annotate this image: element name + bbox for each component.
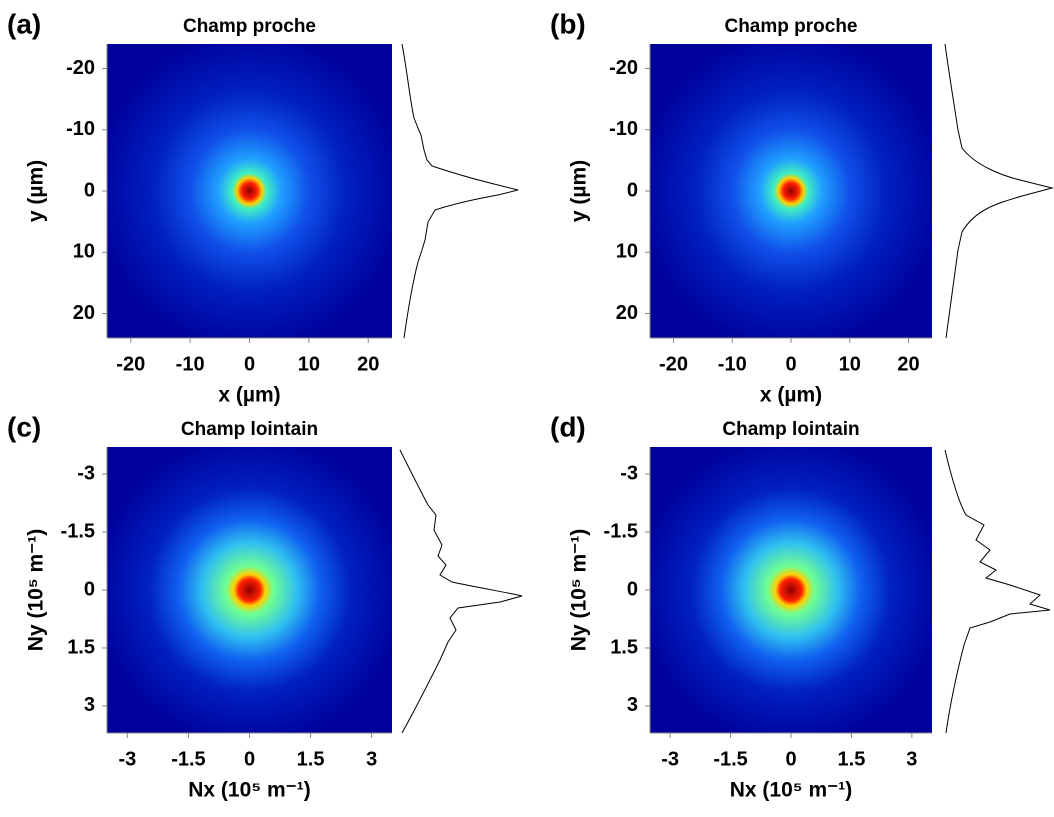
x-tick-label: 3 <box>906 748 917 770</box>
x-tick-label: -20 <box>659 353 688 375</box>
y-tick-label: 0 <box>627 578 638 600</box>
x-tick-label: -10 <box>176 353 205 375</box>
y-tick-label: -3 <box>620 462 638 484</box>
profile <box>399 449 523 734</box>
y-tick-label: 1.5 <box>67 636 95 658</box>
y-axis-label: Ny (10⁵ m⁻¹) <box>25 529 48 651</box>
y-tick-label: 0 <box>627 179 638 201</box>
y-axis-label: y (µm) <box>568 160 591 222</box>
y-tick-label: -1.5 <box>61 520 95 542</box>
panel-label: (a) <box>7 8 41 39</box>
x-tick-label: 0 <box>785 353 796 375</box>
y-tick-label: -10 <box>609 118 638 140</box>
x-tick-label: -20 <box>116 353 145 375</box>
x-tick-label: -10 <box>718 353 747 375</box>
y-tick-label: 10 <box>616 241 638 263</box>
x-axis-label: x (µm) <box>760 384 822 407</box>
y-axis-label: Ny (10⁵ m⁻¹) <box>568 529 591 651</box>
y-tick-label: 1.5 <box>610 636 638 658</box>
panel-label: (b) <box>550 8 586 39</box>
chart-title: Champ proche <box>183 16 316 37</box>
chart-title: Champ proche <box>724 16 857 37</box>
x-tick-label: -1.5 <box>171 748 205 770</box>
x-tick-label: 20 <box>357 353 379 375</box>
x-tick-label: -1.5 <box>713 748 747 770</box>
x-tick-label: -3 <box>118 748 136 770</box>
profile <box>944 43 1054 339</box>
intensity-image <box>107 44 392 338</box>
y-tick-label: -1.5 <box>604 520 638 542</box>
x-axis-label: Nx (10⁵ m⁻¹) <box>188 779 310 802</box>
x-axis-label: x (µm) <box>218 384 280 407</box>
profile <box>401 43 519 339</box>
x-tick-label: 10 <box>298 353 320 375</box>
x-tick-label: 1.5 <box>297 748 325 770</box>
profile <box>944 449 1051 734</box>
x-tick-label: 0 <box>244 748 255 770</box>
y-tick-label: 0 <box>84 578 95 600</box>
panel-label: (d) <box>550 411 586 442</box>
y-axis-label: y (µm) <box>25 160 48 222</box>
y-tick-label: 0 <box>84 179 95 201</box>
x-tick-label: 0 <box>244 353 255 375</box>
y-tick-label: -20 <box>609 57 638 79</box>
chart-title: Champ lointain <box>181 419 318 440</box>
chart-title: Champ lointain <box>722 419 859 440</box>
y-tick-label: -20 <box>66 57 95 79</box>
intensity-image <box>650 44 932 338</box>
x-tick-label: 0 <box>785 748 796 770</box>
x-tick-label: 1.5 <box>838 748 866 770</box>
intensity-image <box>650 447 932 733</box>
x-axis-label: Nx (10⁵ m⁻¹) <box>730 779 852 802</box>
x-tick-label: 10 <box>839 353 861 375</box>
intensity-image <box>107 447 392 733</box>
y-tick-label: -10 <box>66 118 95 140</box>
y-tick-label: 20 <box>616 302 638 324</box>
y-tick-label: -3 <box>77 462 95 484</box>
x-tick-label: -3 <box>661 748 679 770</box>
y-tick-label: 3 <box>84 694 95 716</box>
panel-label: (c) <box>7 411 41 442</box>
y-tick-label: 20 <box>73 302 95 324</box>
x-tick-label: 3 <box>366 748 377 770</box>
y-tick-label: 3 <box>627 694 638 716</box>
y-tick-label: 10 <box>73 241 95 263</box>
x-tick-label: 20 <box>897 353 919 375</box>
